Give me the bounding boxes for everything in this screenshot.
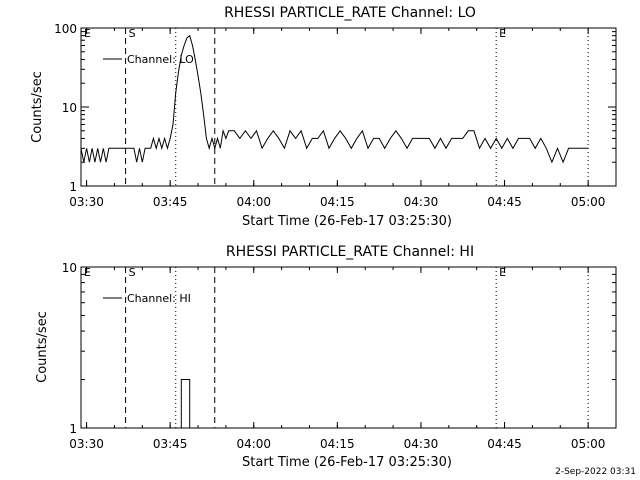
footer-date: 2-Sep-2022 03:31 (555, 467, 636, 477)
x-tick-label: 03:45 (153, 195, 188, 209)
x-tick-label: 04:30 (404, 195, 439, 209)
legend-label-hi: Channel: HI (127, 292, 191, 305)
chart-title-hi: RHESSI PARTICLE_RATE Channel: HI (226, 244, 474, 260)
y-ticks-lo: 1 10 100 (54, 22, 616, 194)
x-tick-label: 04:15 (320, 195, 355, 209)
x-tick-label: 04:30 (404, 437, 439, 451)
axes-frame-lo (80, 27, 617, 187)
series-line-hi (180, 379, 191, 428)
marker-label: E (84, 266, 91, 279)
x-tick-label: 04:15 (320, 437, 355, 451)
series-line-lo (80, 34, 589, 164)
y-tick-label: 1 (69, 422, 77, 436)
x-tick-label: 03:30 (69, 195, 104, 209)
x-axis-label-lo: Start Time (26-Feb-17 03:25:30) (242, 214, 452, 229)
chart-title-lo: RHESSI PARTICLE_RATE Channel: LO (224, 5, 476, 21)
x-tick-label: 04:00 (236, 195, 271, 209)
x-tick-label: 05:00 (571, 437, 606, 451)
y-tick-label: 1 (69, 180, 77, 194)
marker-label: E (499, 27, 506, 40)
x-tick-label: 05:00 (571, 195, 606, 209)
x-tick-label: 03:45 (153, 437, 188, 451)
panel-hi: RHESSI PARTICLE_RATE Channel: HI E S E 03:… (35, 244, 617, 470)
marker-label: E (499, 266, 506, 279)
y-tick-label: 100 (54, 22, 77, 36)
y-axis-label-lo: Counts/sec (30, 71, 45, 143)
y-ticks-hi: 1 10 (62, 261, 616, 436)
x-ticks-lo: 03:30 03:45 04:00 04:15 04:30 04:45 05:00 (69, 28, 617, 209)
panel-lo: RHESSI PARTICLE_RATE Channel: LO E S E 03:… (30, 5, 617, 229)
y-tick-label: 10 (62, 261, 77, 275)
marker-label: S (129, 27, 136, 40)
x-tick-label: 04:00 (236, 437, 271, 451)
y-axis-label-hi: Counts/sec (35, 311, 50, 383)
marker-label: S (129, 266, 136, 279)
x-tick-label: 03:30 (69, 437, 104, 451)
x-tick-label: 04:45 (487, 195, 522, 209)
x-tick-label: 04:45 (487, 437, 522, 451)
y-tick-label: 10 (62, 101, 77, 115)
legend-label-lo: Channel: LO (127, 53, 194, 66)
marker-label: E (84, 27, 91, 40)
x-ticks-hi: 03:30 03:45 04:00 04:15 04:30 04:45 05:00 (69, 267, 617, 451)
x-axis-label-hi: Start Time (26-Feb-17 03:25:30) (242, 455, 452, 470)
